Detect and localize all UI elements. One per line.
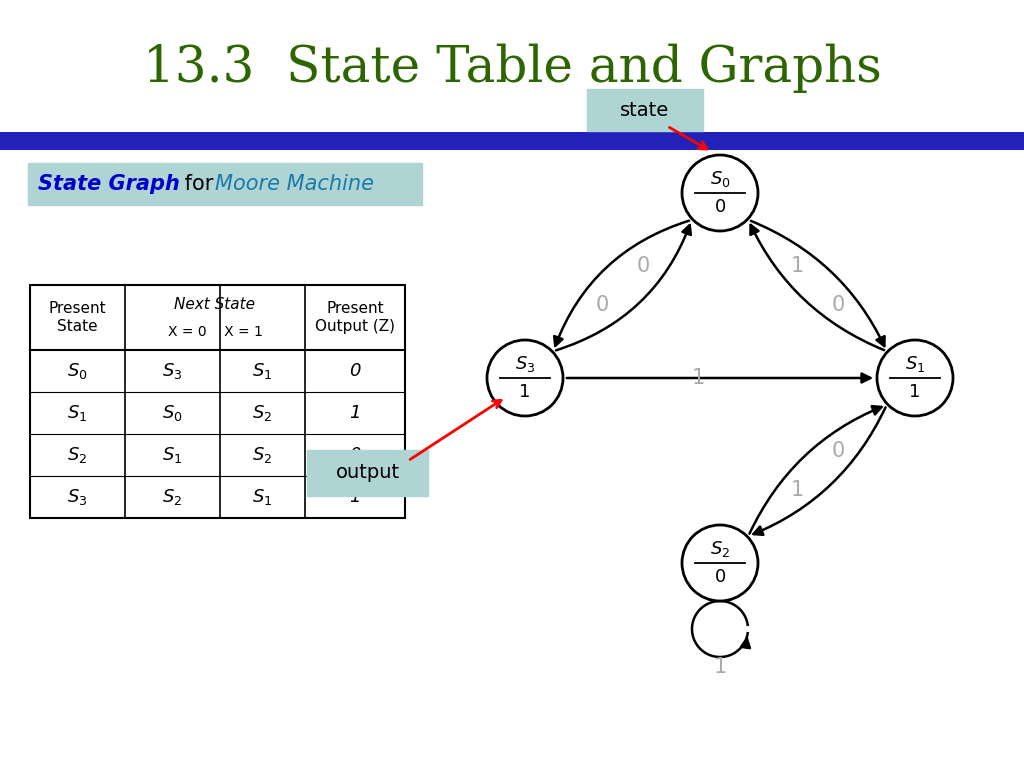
Bar: [0, 132, 1024, 150]
Text: output: output: [336, 464, 399, 482]
Text: 1: 1: [791, 480, 804, 500]
Text: Next State: Next State: [174, 297, 256, 312]
Text: $S_3$: $S_3$: [515, 353, 536, 373]
Text: 1: 1: [691, 368, 705, 388]
Text: 0: 0: [349, 446, 360, 464]
Circle shape: [877, 340, 953, 416]
Text: 0: 0: [715, 568, 726, 587]
Text: 1: 1: [349, 488, 360, 506]
FancyArrowPatch shape: [566, 373, 870, 382]
Text: state: state: [621, 101, 670, 120]
Text: Moore Machine: Moore Machine: [215, 174, 374, 194]
Text: $S_2$: $S_2$: [68, 445, 88, 465]
Text: for: for: [178, 174, 220, 194]
Text: 0: 0: [831, 295, 845, 315]
Text: 13.3  State Table and Graphs: 13.3 State Table and Graphs: [142, 43, 882, 93]
Text: $S_3$: $S_3$: [68, 487, 88, 507]
FancyArrowPatch shape: [554, 220, 689, 346]
Circle shape: [682, 155, 758, 231]
Text: 1: 1: [909, 383, 921, 402]
Text: State Graph: State Graph: [38, 174, 180, 194]
Text: 1: 1: [791, 257, 804, 276]
Text: $S_2$: $S_2$: [710, 538, 730, 558]
Text: 0: 0: [831, 442, 845, 462]
Text: $S_1$: $S_1$: [68, 403, 88, 423]
Text: 1: 1: [349, 404, 360, 422]
Text: 1: 1: [519, 383, 530, 402]
Text: X = 0    X = 1: X = 0 X = 1: [168, 325, 262, 339]
Text: $S_0$: $S_0$: [710, 168, 730, 189]
FancyArrowPatch shape: [751, 225, 884, 350]
Text: $S_1$: $S_1$: [163, 445, 182, 465]
FancyBboxPatch shape: [28, 163, 422, 205]
Text: 0: 0: [596, 295, 609, 315]
Text: 0: 0: [636, 257, 649, 276]
Text: $S_2$: $S_2$: [252, 445, 272, 465]
Text: 0: 0: [349, 362, 360, 380]
FancyArrowPatch shape: [556, 225, 691, 350]
FancyArrowPatch shape: [750, 406, 882, 534]
FancyBboxPatch shape: [587, 89, 703, 131]
Circle shape: [682, 525, 758, 601]
Text: Present
State: Present State: [49, 301, 106, 334]
FancyBboxPatch shape: [307, 450, 428, 496]
FancyArrowPatch shape: [754, 407, 886, 535]
Text: $S_2$: $S_2$: [252, 403, 272, 423]
Text: $S_1$: $S_1$: [905, 353, 925, 373]
Text: 0: 0: [715, 198, 726, 217]
Circle shape: [487, 340, 563, 416]
Bar: [30, 285, 406, 518]
Text: $S_3$: $S_3$: [163, 361, 182, 381]
Text: $S_2$: $S_2$: [163, 487, 182, 507]
Text: Present
Output (Z): Present Output (Z): [315, 301, 395, 334]
Text: $S_0$: $S_0$: [68, 361, 88, 381]
Text: $S_1$: $S_1$: [252, 487, 272, 507]
FancyArrowPatch shape: [751, 221, 885, 346]
Text: $S_0$: $S_0$: [162, 403, 183, 423]
Text: $S_1$: $S_1$: [252, 361, 272, 381]
Text: 1: 1: [714, 657, 727, 677]
